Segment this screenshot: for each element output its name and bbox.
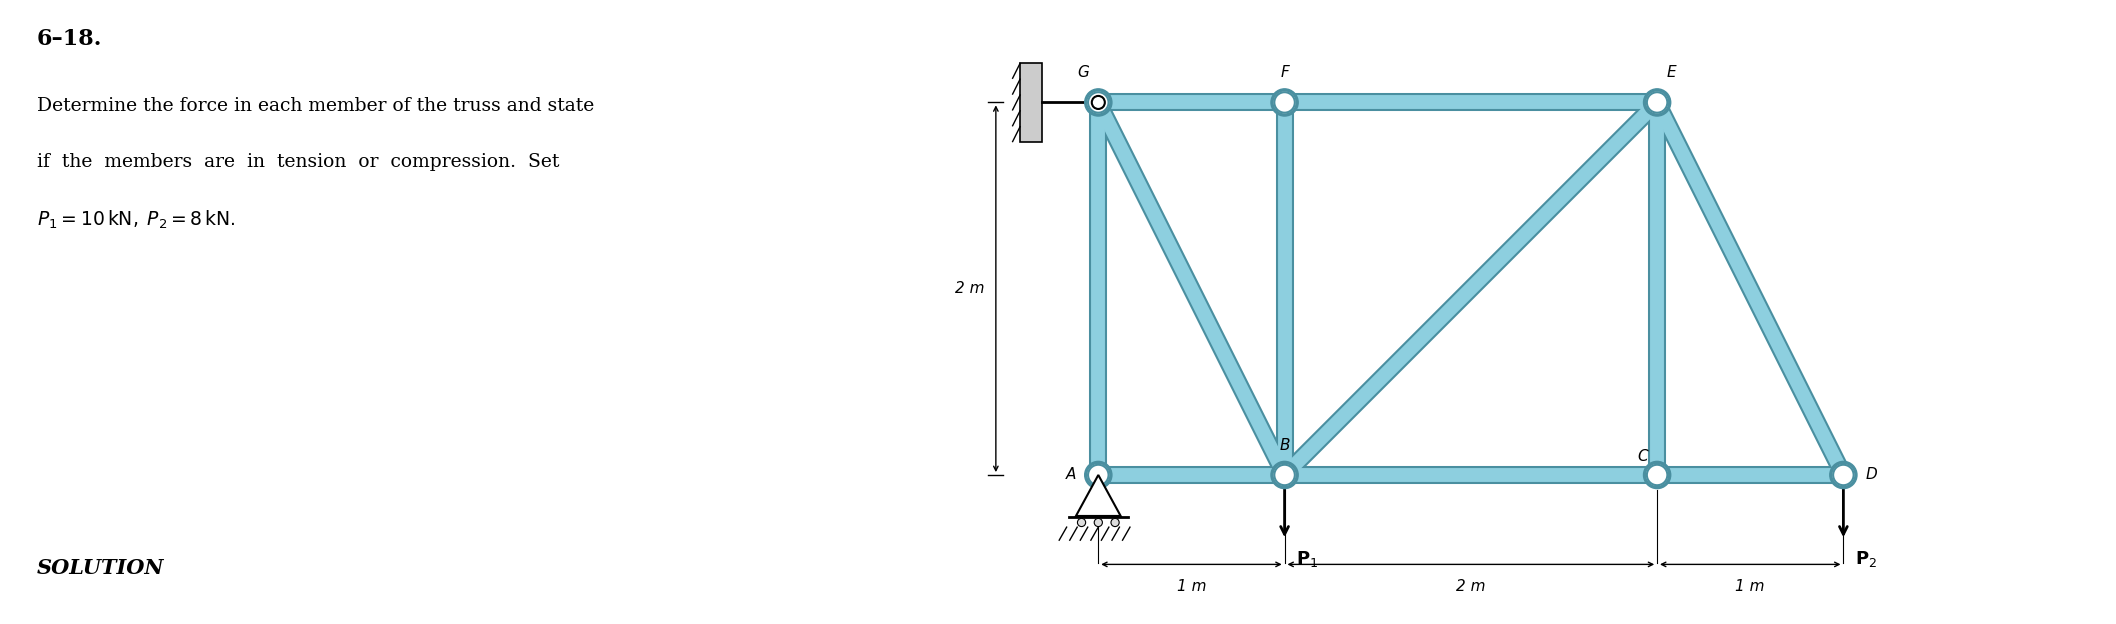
Text: C: C bbox=[1638, 449, 1648, 464]
Circle shape bbox=[1086, 89, 1111, 116]
Circle shape bbox=[1644, 461, 1672, 489]
Text: 1 m: 1 m bbox=[1735, 579, 1765, 594]
Text: $\mathbf{P}_2$: $\mathbf{P}_2$ bbox=[1854, 550, 1877, 570]
Text: $\mathbf{P}_1$: $\mathbf{P}_1$ bbox=[1295, 550, 1318, 570]
Polygon shape bbox=[1075, 475, 1121, 516]
Circle shape bbox=[1272, 89, 1299, 116]
Text: F: F bbox=[1280, 65, 1289, 80]
Circle shape bbox=[1646, 465, 1667, 485]
Circle shape bbox=[1832, 465, 1854, 485]
Circle shape bbox=[1088, 465, 1109, 485]
Text: D: D bbox=[1866, 467, 1877, 482]
Text: G: G bbox=[1077, 65, 1090, 80]
Circle shape bbox=[1086, 461, 1111, 489]
Text: SOLUTION: SOLUTION bbox=[36, 558, 165, 578]
Circle shape bbox=[1644, 89, 1672, 116]
Bar bbox=[1020, 63, 1043, 142]
Circle shape bbox=[1077, 519, 1086, 527]
Circle shape bbox=[1088, 92, 1109, 113]
Circle shape bbox=[1272, 461, 1299, 489]
Text: if  the  members  are  in  tension  or  compression.  Set: if the members are in tension or compres… bbox=[36, 153, 559, 171]
Text: 1 m: 1 m bbox=[1176, 579, 1206, 594]
Circle shape bbox=[1092, 96, 1105, 109]
Text: B: B bbox=[1280, 437, 1291, 452]
Circle shape bbox=[1646, 92, 1667, 113]
Circle shape bbox=[1111, 519, 1119, 527]
Circle shape bbox=[1830, 461, 1858, 489]
Circle shape bbox=[1094, 519, 1102, 527]
Circle shape bbox=[1274, 92, 1295, 113]
Text: 6–18.: 6–18. bbox=[36, 28, 102, 50]
Text: $P_1 = 10\,\mathrm{kN},\;P_2 = 8\,\mathrm{kN}.$: $P_1 = 10\,\mathrm{kN},\;P_2 = 8\,\mathr… bbox=[36, 209, 235, 232]
Circle shape bbox=[1274, 465, 1295, 485]
Text: 2 m: 2 m bbox=[954, 281, 984, 296]
Text: Determine the force in each member of the truss and state: Determine the force in each member of th… bbox=[36, 97, 595, 115]
Text: 2 m: 2 m bbox=[1456, 579, 1485, 594]
Text: A: A bbox=[1066, 467, 1075, 482]
Text: E: E bbox=[1667, 65, 1676, 80]
